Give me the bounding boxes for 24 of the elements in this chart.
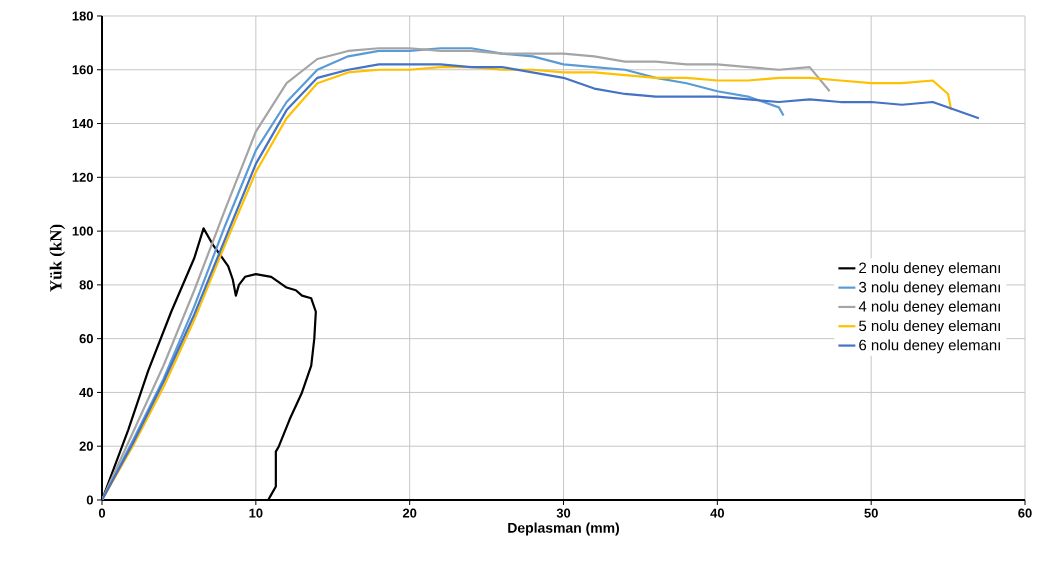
y-tick-label: 0 xyxy=(86,495,93,505)
x-tick-label: 50 xyxy=(864,508,878,518)
y-tick-label: 80 xyxy=(79,280,93,290)
y-tick-label: 140 xyxy=(72,118,93,129)
x-axis-title: Deplasman (mm) xyxy=(508,522,619,536)
legend-label: 6 nolu deney elemanı xyxy=(859,339,1000,354)
x-tick-label: 0 xyxy=(98,508,106,518)
legend-label: 4 nolu deney elemanı xyxy=(858,300,1000,315)
y-tick-label: 60 xyxy=(79,334,93,344)
legend-label: 3 nolu deney elemanı xyxy=(859,281,1000,296)
x-tick-label: 30 xyxy=(556,508,571,518)
y-tick-label: 180 xyxy=(72,11,93,21)
legend-label: 2 nolu deney elemanı xyxy=(859,262,1000,277)
x-tick-label: 40 xyxy=(710,508,725,518)
y-tick-label: 100 xyxy=(72,226,93,236)
x-tick-label: 60 xyxy=(1018,508,1032,518)
y-tick-label: 20 xyxy=(79,441,93,451)
y-axis-title: Yük (kN) xyxy=(49,224,66,292)
y-tick-label: 160 xyxy=(72,65,93,75)
x-tick-label: 20 xyxy=(402,508,417,518)
legend-label: 5 nolu deney elemanı xyxy=(859,320,1000,335)
y-tick-label: 40 xyxy=(79,387,93,398)
x-tick-label: 10 xyxy=(249,508,263,518)
y-tick-label: 120 xyxy=(72,172,93,182)
